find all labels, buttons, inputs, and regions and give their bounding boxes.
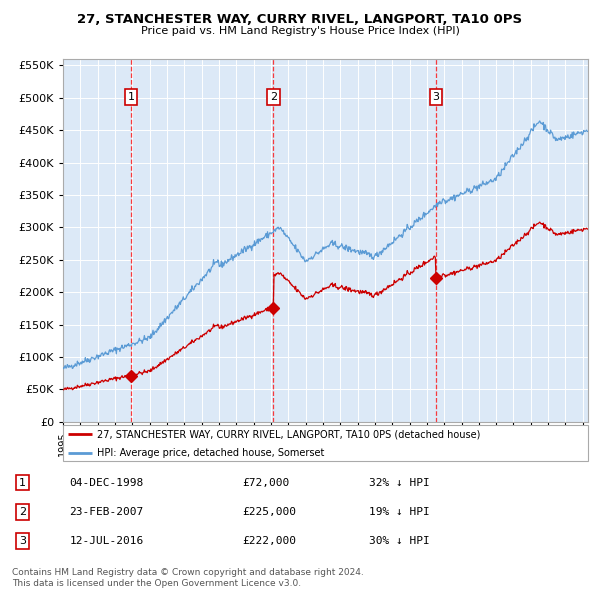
Text: £225,000: £225,000	[242, 507, 296, 517]
Text: 2: 2	[270, 92, 277, 102]
Text: 12-JUL-2016: 12-JUL-2016	[70, 536, 144, 546]
Text: £222,000: £222,000	[242, 536, 296, 546]
Text: 3: 3	[433, 92, 440, 102]
Text: HPI: Average price, detached house, Somerset: HPI: Average price, detached house, Some…	[97, 448, 325, 458]
Text: 23-FEB-2007: 23-FEB-2007	[70, 507, 144, 517]
Text: 04-DEC-1998: 04-DEC-1998	[70, 477, 144, 487]
Text: 1: 1	[19, 477, 26, 487]
Text: 1: 1	[127, 92, 134, 102]
Text: 30% ↓ HPI: 30% ↓ HPI	[369, 536, 430, 546]
Text: £72,000: £72,000	[242, 477, 290, 487]
Text: 19% ↓ HPI: 19% ↓ HPI	[369, 507, 430, 517]
Text: 3: 3	[19, 536, 26, 546]
Text: 27, STANCHESTER WAY, CURRY RIVEL, LANGPORT, TA10 0PS (detached house): 27, STANCHESTER WAY, CURRY RIVEL, LANGPO…	[97, 430, 481, 440]
Text: Contains HM Land Registry data © Crown copyright and database right 2024.
This d: Contains HM Land Registry data © Crown c…	[12, 568, 364, 588]
Text: Price paid vs. HM Land Registry's House Price Index (HPI): Price paid vs. HM Land Registry's House …	[140, 26, 460, 35]
Text: 2: 2	[19, 507, 26, 517]
FancyBboxPatch shape	[63, 425, 588, 461]
Text: 32% ↓ HPI: 32% ↓ HPI	[369, 477, 430, 487]
Text: 27, STANCHESTER WAY, CURRY RIVEL, LANGPORT, TA10 0PS: 27, STANCHESTER WAY, CURRY RIVEL, LANGPO…	[77, 13, 523, 26]
